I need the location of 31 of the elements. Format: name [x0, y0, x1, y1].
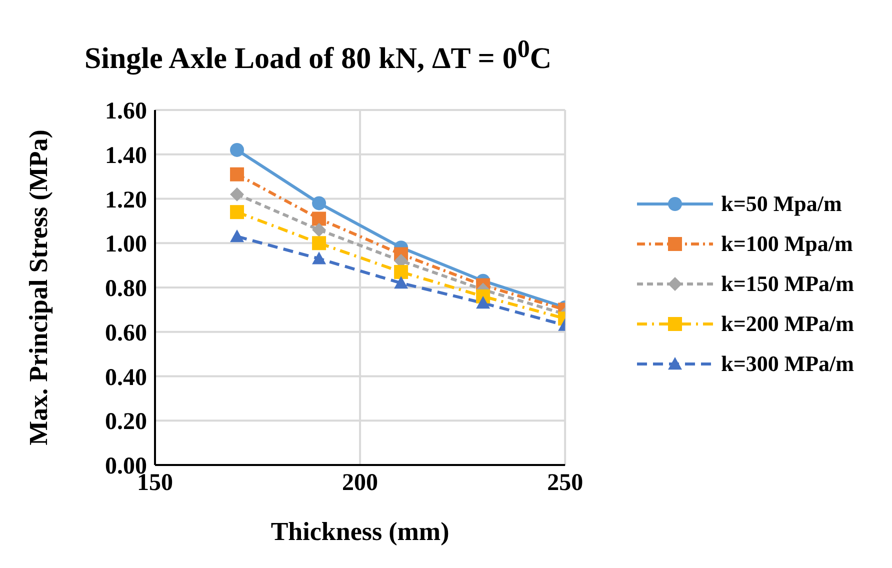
y-axis-title: Max. Principal Stress (MPa) [24, 130, 54, 446]
point [312, 212, 326, 226]
y-tick-label: 1.20 [105, 187, 147, 214]
point [230, 229, 244, 242]
point [312, 196, 326, 210]
point [312, 252, 326, 264]
chart-title: Single Axle Load of 80 kN, ΔT = 0$^{0}$C [83, 36, 553, 76]
point [394, 264, 408, 279]
legend-label: k=200 MPa/m [721, 311, 854, 337]
y-tick-label: 0.60 [105, 320, 147, 346]
y-tick-label: 1.60 [105, 98, 147, 125]
point [230, 205, 244, 220]
x-tick-label: 200 [342, 470, 378, 496]
y-tick-label: 0.40 [105, 364, 147, 391]
y-tick-label: 0.20 [105, 409, 147, 436]
point [230, 167, 244, 182]
point [312, 236, 326, 250]
legend-label: k=50 Mpa/m [721, 191, 842, 217]
point [312, 222, 326, 237]
point [394, 276, 408, 289]
point [230, 187, 244, 202]
legend-label: k=150 MPa/m [721, 271, 854, 297]
y-tick-label: 0.80 [105, 276, 147, 302]
legend-label: k=300 MPa/m [721, 351, 854, 377]
x-axis-title: Thickness (mm) [270, 517, 450, 546]
y-tick-label: 1.00 [105, 232, 147, 258]
point [476, 296, 490, 309]
y-tick-label: 1.40 [105, 142, 147, 169]
point [230, 142, 244, 157]
x-tick-label: 250 [547, 470, 584, 496]
legend-label: k=100 Mpa/m [721, 231, 853, 257]
